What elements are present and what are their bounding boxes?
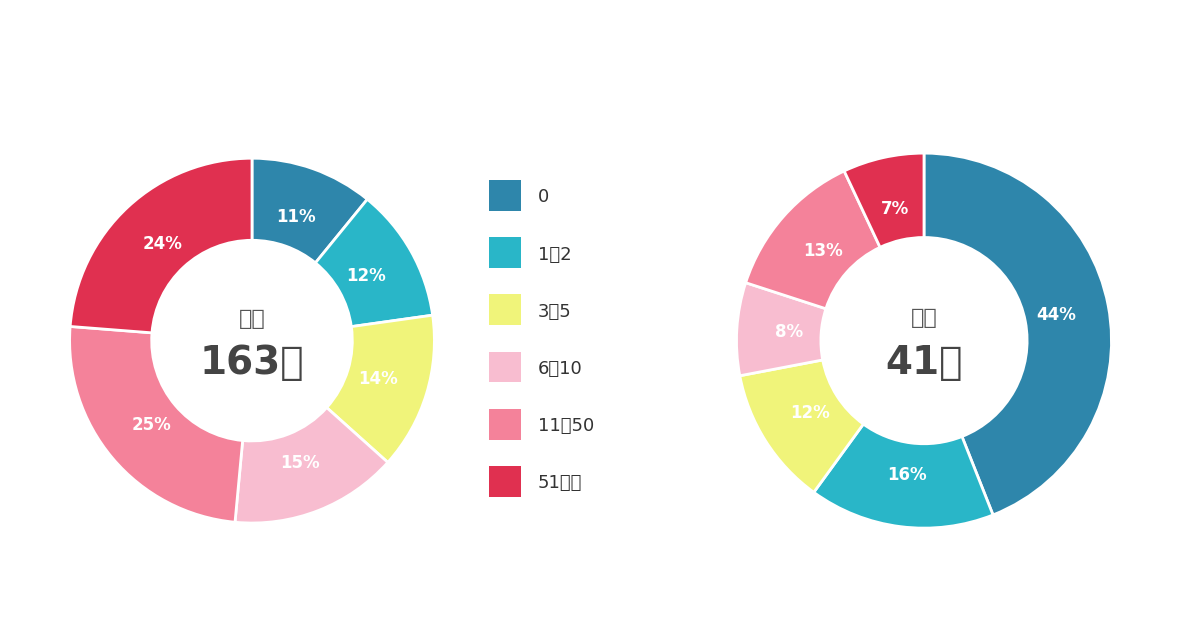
Text: 0: 0 — [538, 189, 548, 206]
Wedge shape — [844, 153, 924, 248]
Text: 14%: 14% — [358, 370, 397, 388]
Text: 51以上: 51以上 — [538, 474, 582, 492]
Wedge shape — [316, 199, 433, 327]
Wedge shape — [235, 408, 388, 523]
Bar — [490, 351, 521, 382]
Text: 41件: 41件 — [886, 344, 962, 382]
Bar — [490, 466, 521, 496]
Text: 16%: 16% — [887, 466, 926, 484]
Text: 25%: 25% — [132, 416, 172, 434]
Text: 8%: 8% — [775, 323, 803, 341]
Text: ホームページあり: ホームページあり — [180, 55, 312, 82]
Text: 6～10: 6～10 — [538, 359, 582, 378]
Text: 3～5: 3～5 — [538, 302, 571, 321]
Text: 12%: 12% — [790, 404, 830, 422]
Text: 12%: 12% — [347, 267, 386, 285]
Wedge shape — [814, 424, 994, 528]
Bar — [490, 409, 521, 439]
Text: 平均: 平均 — [239, 309, 265, 329]
Text: 44%: 44% — [1037, 306, 1076, 324]
Wedge shape — [745, 171, 880, 309]
Wedge shape — [70, 326, 242, 522]
Wedge shape — [70, 158, 252, 333]
Text: ホームページなし: ホームページなし — [864, 55, 996, 82]
Text: 7%: 7% — [881, 200, 908, 218]
Text: 1～2: 1～2 — [538, 246, 571, 264]
Text: 24%: 24% — [143, 235, 182, 253]
Bar — [490, 294, 521, 326]
Wedge shape — [740, 360, 863, 493]
Wedge shape — [326, 315, 434, 462]
Bar — [490, 180, 521, 211]
Text: 163件: 163件 — [199, 344, 305, 381]
Text: 15%: 15% — [280, 454, 319, 472]
Text: 11～50: 11～50 — [538, 417, 594, 435]
Text: 平均: 平均 — [911, 308, 937, 328]
Text: 13%: 13% — [803, 242, 842, 261]
Text: 11%: 11% — [276, 208, 316, 226]
Wedge shape — [737, 282, 826, 376]
Bar — [490, 238, 521, 268]
Wedge shape — [252, 158, 367, 263]
Wedge shape — [924, 153, 1111, 515]
